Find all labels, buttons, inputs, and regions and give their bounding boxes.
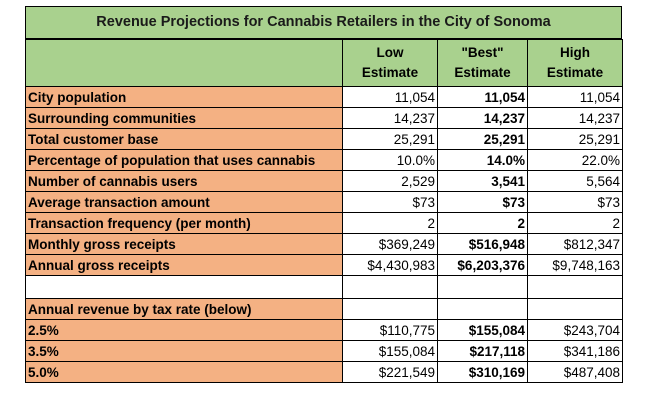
cell-best: 2 bbox=[437, 212, 528, 234]
row-label: 5.0% bbox=[25, 361, 343, 383]
table-title: Revenue Projections for Cannabis Retaile… bbox=[25, 6, 622, 39]
cell-high: 22.0% bbox=[527, 149, 623, 171]
table-row: Surrounding communities 14,237 14,237 14,23… bbox=[25, 107, 623, 129]
cell-high: $243,704 bbox=[527, 319, 623, 341]
row-label: Annual gross receipts bbox=[25, 254, 343, 276]
cell-best bbox=[437, 275, 528, 299]
row-label: Total customer base bbox=[25, 128, 343, 150]
cell-high bbox=[527, 298, 623, 320]
cell-high: $487,408 bbox=[527, 361, 623, 383]
cell-best: 14,237 bbox=[437, 107, 528, 129]
row-label: Surrounding communities bbox=[25, 107, 343, 129]
cell-high: $73 bbox=[527, 191, 623, 213]
section-row: Annual revenue by tax rate (below) bbox=[25, 298, 623, 320]
cell-low: $369,249 bbox=[342, 233, 438, 255]
cell-best: $310,169 bbox=[437, 361, 528, 383]
cell-best: $6,203,376 bbox=[437, 254, 528, 276]
cell-low bbox=[342, 298, 438, 320]
cell-low: 25,291 bbox=[342, 128, 438, 150]
cell-low: 11,054 bbox=[342, 86, 438, 108]
table-row: Monthly gross receipts $369,249 $516,948 $8… bbox=[25, 233, 623, 255]
row-label: Transaction frequency (per month) bbox=[25, 212, 343, 234]
cell-low: $155,084 bbox=[342, 340, 438, 362]
cell-high: 25,291 bbox=[527, 128, 623, 150]
cell-high bbox=[527, 275, 623, 299]
row-label: Average transaction amount bbox=[25, 191, 343, 213]
table-row: Total customer base 25,291 25,291 25,291 bbox=[25, 128, 623, 150]
blank-row bbox=[25, 275, 623, 299]
tax-row: 5.0% $221,549 $310,169 $487,408 bbox=[25, 361, 623, 383]
row-label: 2.5% bbox=[25, 319, 343, 341]
table-row: Number of cannabis users 2,529 3,541 5,564 bbox=[25, 170, 623, 192]
row-label bbox=[25, 275, 343, 299]
cell-best: 3,541 bbox=[437, 170, 528, 192]
row-label: Number of cannabis users bbox=[25, 170, 343, 192]
table-row: Transaction frequency (per month) 2 2 2 bbox=[25, 212, 623, 234]
cell-best: $73 bbox=[437, 191, 528, 213]
header-label-cell bbox=[25, 39, 343, 87]
row-label: 3.5% bbox=[25, 340, 343, 362]
table-row: City population 11,054 11,054 11,054 bbox=[25, 86, 623, 108]
cell-best: $155,084 bbox=[437, 319, 528, 341]
cell-low: 2 bbox=[342, 212, 438, 234]
cell-best: 25,291 bbox=[437, 128, 528, 150]
cell-high: 11,054 bbox=[527, 86, 623, 108]
row-label: Annual revenue by tax rate (below) bbox=[25, 298, 343, 320]
table-row: Percentage of population that uses canna… bbox=[25, 149, 623, 171]
cell-low bbox=[342, 275, 438, 299]
cell-high: 14,237 bbox=[527, 107, 623, 129]
column-header-best: "Best" Estimate bbox=[437, 39, 528, 87]
cell-high: $812,347 bbox=[527, 233, 623, 255]
cell-low: 2,529 bbox=[342, 170, 438, 192]
cell-low: $4,430,983 bbox=[342, 254, 438, 276]
table-row: Average transaction amount $73 $73 $73 bbox=[25, 191, 623, 213]
row-label: Monthly gross receipts bbox=[25, 233, 343, 255]
cell-high: 5,564 bbox=[527, 170, 623, 192]
row-label: Percentage of population that uses canna… bbox=[25, 149, 343, 171]
cell-high: $9,748,163 bbox=[527, 254, 623, 276]
cell-best: 14.0% bbox=[437, 149, 528, 171]
cell-high: 2 bbox=[527, 212, 623, 234]
cell-high: $341,186 bbox=[527, 340, 623, 362]
projection-table: Low Estimate "Best" Estimate High Estimate … bbox=[25, 39, 623, 383]
cell-low: 14,237 bbox=[342, 107, 438, 129]
cell-best: 11,054 bbox=[437, 86, 528, 108]
cell-best: $217,118 bbox=[437, 340, 528, 362]
tax-row: 3.5% $155,084 $217,118 $341,186 bbox=[25, 340, 623, 362]
tax-row: 2.5% $110,775 $155,084 $243,704 bbox=[25, 319, 623, 341]
column-header-low: Low Estimate bbox=[342, 39, 438, 87]
cell-low: $110,775 bbox=[342, 319, 438, 341]
cell-low: 10.0% bbox=[342, 149, 438, 171]
cell-best bbox=[437, 298, 528, 320]
cell-low: $221,549 bbox=[342, 361, 438, 383]
row-label: City population bbox=[25, 86, 343, 108]
cell-best: $516,948 bbox=[437, 233, 528, 255]
table-row: Annual gross receipts $4,430,983 $6,203,37… bbox=[25, 254, 623, 276]
header-row: Low Estimate "Best" Estimate High Estimate bbox=[25, 39, 623, 87]
column-header-high: High Estimate bbox=[527, 39, 623, 87]
cell-low: $73 bbox=[342, 191, 438, 213]
spreadsheet: Revenue Projections for Cannabis Retaile… bbox=[25, 6, 623, 383]
